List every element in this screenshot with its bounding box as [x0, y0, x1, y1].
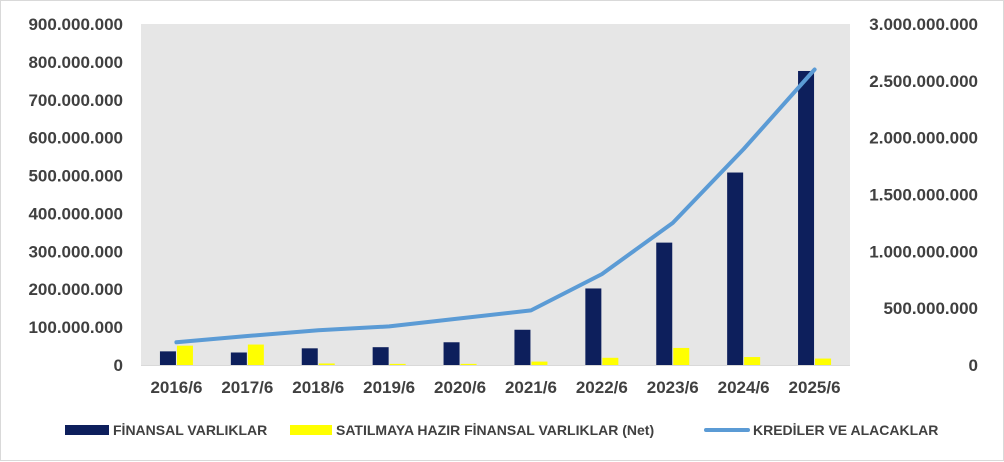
bar-satilmaya-hazir: [389, 363, 406, 365]
x-axis-tick-label: 2021/6: [505, 378, 557, 397]
bar-satilmaya-hazir: [318, 363, 335, 365]
right-axis-tick-label: 2.500.000.000: [869, 72, 978, 91]
bar-finansal-varliklar: [798, 70, 815, 365]
x-axis-tick-label: 2025/6: [789, 378, 841, 397]
x-axis-tick-label: 2017/6: [221, 378, 273, 397]
legend-label-finansal-varliklar: FİNANSAL VARLIKLAR: [113, 422, 267, 438]
right-axis-tick-label: 1.500.000.000: [869, 186, 978, 205]
right-axis: 0 500.000.000 1.000.000.000 1.500.000.000 2.…: [869, 15, 978, 375]
legend-swatch-finansal-varliklar: [65, 425, 109, 435]
x-axis-tick-label: 2023/6: [647, 378, 699, 397]
line-marks: [174, 67, 817, 345]
bar-finansal-varliklar: [727, 172, 744, 365]
legend-label-krediler-ve-alacaklar: KREDİLER VE ALACAKLAR: [753, 422, 938, 438]
left-axis-tick-label: 800.000.000: [28, 53, 123, 72]
x-axis: 2016/6 2017/6 2018/6 2019/6 2020/6 2021/6 2022…: [141, 365, 850, 397]
x-axis-tick-label: 2024/6: [718, 378, 770, 397]
x-axis-tick-label: 2016/6: [150, 378, 202, 397]
left-axis: 0 100.000.000 200.000.000 300.000.000 400.00…: [28, 15, 123, 375]
line-krediler-ve-alacaklar: [174, 67, 817, 345]
bar-finansal-varliklar: [443, 342, 460, 365]
left-axis-tick-label: 0: [114, 356, 123, 375]
right-axis-tick-label: 0: [969, 356, 978, 375]
bar-satilmaya-hazir: [247, 344, 264, 365]
legend: FİNANSAL VARLIKLAR SATILMAYA HAZIR FİNANS…: [65, 422, 938, 438]
bar-satilmaya-hazir: [176, 345, 193, 365]
right-axis-tick-label: 1.000.000.000: [869, 242, 978, 261]
right-axis-tick-label: 3.000.000.000: [869, 15, 978, 34]
right-axis-tick-label: 2.000.000.000: [869, 129, 978, 148]
bar-satilmaya-hazir: [744, 357, 761, 365]
bar-finansal-varliklar: [585, 288, 602, 365]
legend-swatch-satilmaya-hazir: [290, 425, 332, 435]
bar-satilmaya-hazir: [531, 361, 548, 365]
bar-satilmaya-hazir: [602, 357, 619, 365]
right-axis-tick-label: 500.000.000: [883, 299, 978, 318]
bar-finansal-varliklar: [514, 329, 531, 365]
x-axis-tick-label: 2022/6: [576, 378, 628, 397]
left-axis-tick-label: 700.000.000: [28, 91, 123, 110]
left-axis-tick-label: 300.000.000: [28, 242, 123, 261]
left-axis-tick-label: 900.000.000: [28, 15, 123, 34]
left-axis-tick-label: 200.000.000: [28, 280, 123, 299]
left-axis-tick-label: 100.000.000: [28, 318, 123, 337]
x-axis-tick-label: 2020/6: [434, 378, 486, 397]
bar-finansal-varliklar: [230, 352, 247, 365]
x-axis-tick-label: 2018/6: [292, 378, 344, 397]
bar-satilmaya-hazir: [815, 358, 832, 365]
bar-satilmaya-hazir: [673, 347, 690, 365]
bar-finansal-varliklar: [372, 347, 389, 365]
legend-label-satilmaya-hazir: SATILMAYA HAZIR FİNANSAL VARLIKLAR (Net): [336, 422, 654, 438]
left-axis-tick-label: 600.000.000: [28, 129, 123, 148]
bar-marks: [159, 70, 832, 365]
left-axis-tick-label: 500.000.000: [28, 167, 123, 186]
bar-finansal-varliklar: [656, 242, 673, 365]
bar-finansal-varliklar: [301, 348, 318, 365]
x-axis-tick-label: 2019/6: [363, 378, 415, 397]
bar-satilmaya-hazir: [460, 363, 477, 365]
left-axis-tick-label: 400.000.000: [28, 204, 123, 223]
bar-finansal-varliklar: [159, 351, 176, 365]
